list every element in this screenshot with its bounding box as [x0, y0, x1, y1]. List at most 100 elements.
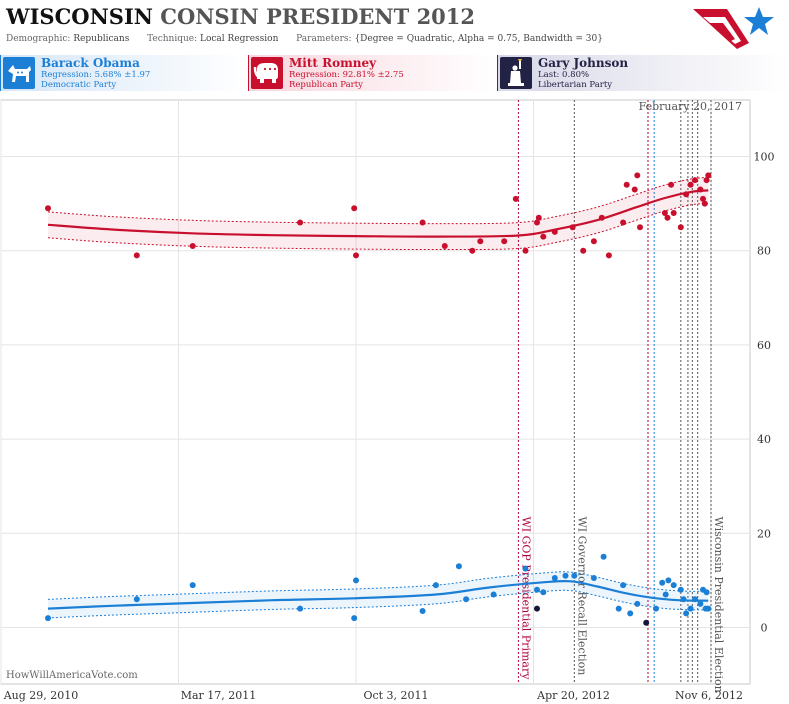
candidate-regression: Regression: 92.81% ±2.75 [289, 70, 404, 80]
title-state: WISCONSIN [6, 4, 153, 29]
barack-obama-data-point [665, 577, 672, 584]
mitt-romney-data-point [661, 210, 668, 216]
barack-obama-data-point [432, 582, 439, 589]
barack-obama-data-point [705, 605, 712, 612]
mitt-romney-data-point [664, 214, 671, 221]
mitt-romney-data-point [637, 224, 643, 231]
y-tick-label: 40 [757, 433, 771, 446]
mitt-romney-data-point [540, 233, 547, 240]
mitt-romney-data-point [598, 214, 605, 221]
mitt-romney-data-point [692, 177, 698, 184]
barack-obama-data-point [522, 565, 529, 572]
mitt-romney-data-point [620, 219, 627, 226]
mitt-romney-data-point [477, 238, 484, 245]
title-rest: CONSIN PRESIDENT 2012 [160, 4, 476, 29]
mitt-romney-data-point [501, 238, 508, 245]
barack-obama-trend-line [47, 579, 709, 610]
mitt-romney-data-point [133, 252, 140, 259]
candidate-last: Last: 0.80% [538, 70, 590, 80]
candidate-party: Libertarian Party [538, 80, 613, 90]
candidate-card-obama[interactable]: Barack Obama Regression: 5.68% ±1.97 Dem… [0, 55, 249, 91]
mitt-romney-data-point [687, 181, 694, 188]
candidate-name: Gary Johnson [538, 56, 629, 70]
chart-header: WISCONSIN CONSIN PRESIDENT 2012 Demograp… [0, 0, 789, 52]
barack-obama-data-point [703, 589, 710, 596]
candidate-party: Democratic Party [41, 80, 117, 90]
x-tick-label: Apr 20, 2012 [536, 689, 610, 702]
barack-obama-data-point [615, 605, 622, 612]
barack-obama-data-point [297, 605, 304, 612]
barack-obama-data-point [490, 591, 497, 598]
barack-obama-upper-bound [47, 571, 709, 600]
mitt-romney-data-point [683, 191, 690, 198]
barack-obama-data-point [463, 596, 470, 603]
watermark: HowWillAmericaVote.com [6, 670, 138, 681]
mitt-romney-data-point [419, 219, 426, 226]
barack-obama-data-point [683, 610, 690, 617]
chart-parameters: Demographic: Republicans Technique: Loca… [6, 34, 603, 44]
mitt-romney-data-point [512, 195, 519, 202]
barack-obama-data-point [571, 572, 578, 579]
mitt-romney-data-point [590, 238, 597, 245]
mitt-romney-data-point [469, 247, 476, 254]
barack-obama-data-point [677, 586, 684, 593]
barack-obama-data-point [353, 577, 359, 584]
barack-obama-data-point [534, 586, 540, 593]
mitt-romney-data-point [580, 247, 587, 254]
mitt-romney-data-point [623, 181, 630, 188]
date-stamp: February 20, 2017 [639, 100, 742, 113]
barack-obama-data-point [680, 596, 687, 603]
mitt-romney-data-point [697, 186, 704, 193]
mitt-romney-data-point [297, 219, 304, 226]
mitt-romney-data-point [605, 252, 612, 259]
barack-obama-data-point [551, 575, 558, 581]
mitt-romney-data-point [634, 172, 641, 179]
barack-obama-data-point [670, 582, 677, 589]
barack-obama-data-point [634, 600, 641, 607]
mitt-romney-data-point [534, 219, 540, 226]
barack-obama-data-point [455, 563, 462, 570]
barack-obama-data-point [653, 605, 659, 612]
candidate-party: Republican Party [289, 80, 363, 90]
barack-obama-data-point [133, 596, 140, 603]
y-tick-label: 60 [757, 339, 771, 352]
x-tick-label: Nov 6, 2012 [675, 689, 743, 702]
technique-value: Local Regression [200, 34, 279, 44]
mitt-romney-upper-bound [47, 176, 709, 225]
candidate-regression: Regression: 5.68% ±1.97 [41, 70, 151, 80]
mitt-romney-data-point [670, 210, 677, 216]
x-tick-label: Mar 17, 2011 [181, 689, 257, 702]
statue-of-liberty-icon [500, 57, 532, 89]
mitt-romney-data-point [705, 172, 712, 179]
barack-obama-data-point [562, 572, 569, 579]
mitt-romney-data-point [535, 214, 542, 221]
barack-obama-data-point [692, 596, 698, 603]
mitt-romney-data-point [45, 205, 51, 212]
chart-title: WISCONSIN CONSIN PRESIDENT 2012 [6, 4, 475, 29]
demographic-value: Republicans [73, 34, 130, 44]
parameters-value: {Degree = Quadratic, Alpha = 0.75, Bandw… [354, 34, 603, 44]
mitt-romney-data-point [353, 252, 359, 259]
mitt-romney-data-point [668, 181, 675, 188]
y-tick-label: 100 [754, 151, 775, 164]
barack-obama-data-point [697, 600, 704, 607]
mitt-romney-data-point [441, 243, 448, 249]
mitt-romney-data-point [701, 200, 708, 207]
candidate-name: Barack Obama [41, 56, 140, 70]
x-tick-label: Oct 3, 2011 [363, 689, 428, 702]
gary-johnson-data-point [534, 605, 540, 612]
candidate-card-romney[interactable]: Mitt Romney Regression: 92.81% ±2.75 Rep… [248, 55, 498, 91]
candidate-card-johnson[interactable]: Gary Johnson Last: 0.80% Libertarian Par… [497, 55, 789, 91]
barack-obama-data-point [687, 605, 694, 612]
y-tick-label: 80 [757, 245, 771, 258]
parameters-label: Parameters: [296, 34, 352, 44]
barack-obama-data-point [45, 615, 51, 622]
mitt-romney-data-point [703, 177, 710, 184]
barack-obama-data-point [600, 553, 607, 560]
mitt-romney-data-point [677, 224, 684, 231]
mitt-romney-data-point [522, 247, 529, 254]
x-tick-label: Aug 29, 2010 [3, 689, 79, 702]
site-logo[interactable] [687, 3, 787, 51]
gary-johnson-data-point [643, 619, 650, 626]
barack-obama-data-point [659, 579, 666, 586]
